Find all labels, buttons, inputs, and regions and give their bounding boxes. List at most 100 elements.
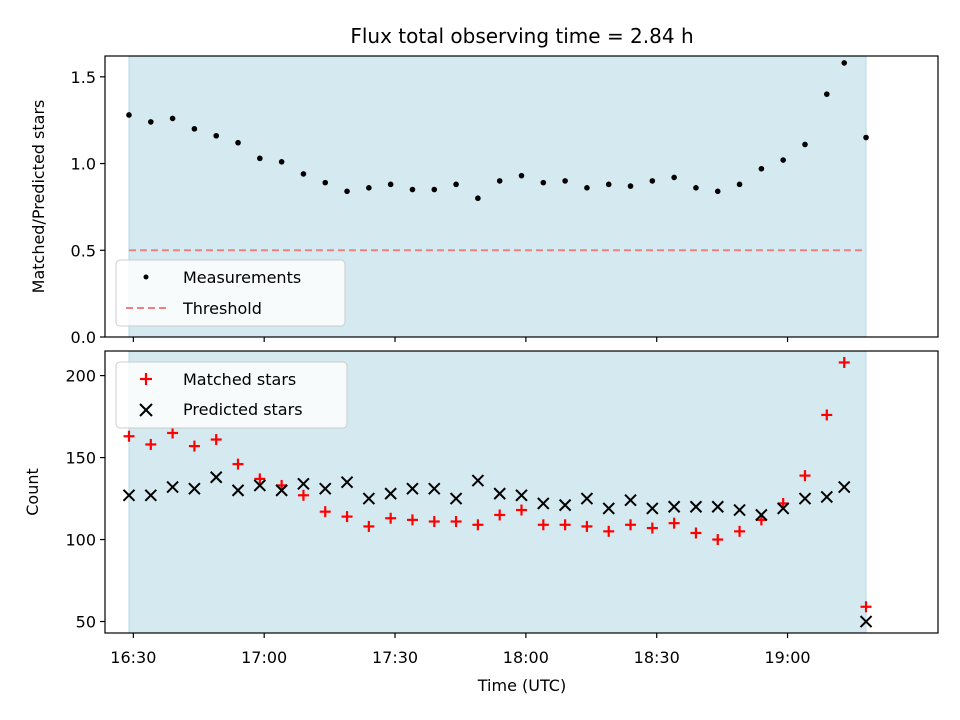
- predicted-star-point: [537, 497, 550, 510]
- predicted-star-point: [515, 489, 528, 502]
- matched-star-point: [254, 473, 266, 485]
- bottom-legend: Matched stars Predicted stars: [115, 361, 348, 429]
- predicted-star-point: [449, 492, 463, 505]
- matched-star-point: [145, 438, 157, 450]
- legend-matched-label: Matched stars: [183, 370, 296, 389]
- bottom-x-ticks: 16:30 17:00 17:30 18:00 18:30 19:00: [110, 633, 811, 667]
- matched-star-point: [472, 519, 484, 531]
- predicted-star-point: [253, 479, 267, 492]
- counts-panel: 50 100 150 200 16:30 17:00 17:30 18:00 18:30 19:…: [23, 350, 939, 695]
- predicted-star-point: [838, 480, 851, 494]
- measurement-point: [409, 186, 416, 193]
- measurement-point: [714, 188, 721, 195]
- legend-predicted-label: Predicted stars: [183, 400, 303, 419]
- measurement-point: [649, 178, 656, 184]
- matched-star-point: [646, 522, 658, 534]
- measurement-point: [475, 195, 481, 202]
- top-legend: Measurements Threshold: [115, 259, 346, 327]
- x-tick-label: 19:00: [764, 648, 810, 667]
- measurement-point: [126, 112, 132, 118]
- predicted-star-point: [471, 474, 485, 487]
- matched-star-point: [167, 427, 179, 439]
- top-y-axis-label: Matched/Predicted stars: [29, 100, 48, 294]
- measurement-point: [584, 185, 590, 191]
- x-tick-label: 16:30: [110, 648, 156, 667]
- measurement-point: [453, 181, 459, 188]
- predicted-star-point: [624, 493, 637, 507]
- ratio-panel: 0.0 0.5 1.0 1.5 Matched/Predicted stars Mea…: [29, 55, 939, 347]
- measurement-point: [235, 139, 241, 146]
- matched-star-point: [860, 601, 872, 613]
- measurement-point: [431, 186, 438, 193]
- legend-measurements-label: Measurements: [183, 268, 301, 287]
- measurement-point: [627, 183, 634, 189]
- legend-predicted-marker: [139, 403, 153, 417]
- matched-star-point: [385, 512, 397, 524]
- predicted-star-point: [384, 487, 397, 500]
- legend-matched-marker: [140, 373, 152, 385]
- measurement-point: [169, 115, 176, 122]
- y-tick-label: 0.5: [71, 241, 96, 260]
- measurement-point: [147, 119, 154, 125]
- matched-star-point: [363, 520, 375, 532]
- predicted-star-point: [667, 500, 681, 513]
- measurement-point: [518, 172, 525, 179]
- matched-star-point: [690, 527, 702, 539]
- top-y-ticks: 0.0 0.5 1.0 1.5: [71, 68, 105, 347]
- measurement-point: [300, 171, 307, 177]
- y-tick-label: 100: [65, 531, 96, 550]
- matched-star-point: [559, 519, 571, 531]
- x-axis-label: Time (UTC): [477, 676, 566, 695]
- measurement-point: [780, 157, 786, 163]
- predicted-star-point: [558, 498, 572, 512]
- matched-star-point: [516, 504, 527, 516]
- bottom-axes-frame: [104, 350, 939, 634]
- matched-star-point: [712, 534, 724, 546]
- predicted-star-point: [798, 492, 812, 505]
- matched-star-point: [838, 356, 850, 368]
- measurement-point: [605, 181, 612, 188]
- measurement-point: [257, 155, 263, 162]
- matched-star-point: [734, 525, 746, 537]
- matched-star-point: [210, 434, 222, 446]
- y-tick-label: 1.5: [71, 68, 96, 87]
- y-tick-label: 0.0: [71, 328, 96, 347]
- matched-star-point: [406, 514, 418, 526]
- measurement-points: [126, 60, 869, 202]
- matched-star-point: [625, 519, 637, 531]
- measurement-point: [387, 181, 394, 188]
- top-x-ticks: [132, 337, 789, 342]
- measurement-point: [823, 91, 830, 97]
- predicted-star-point: [275, 484, 288, 497]
- measurement-point: [322, 179, 329, 186]
- predicted-star-point: [122, 489, 136, 502]
- measurement-point: [540, 179, 547, 186]
- predicted-star-point: [689, 500, 703, 513]
- measurement-point: [671, 174, 677, 181]
- matched-star-point: [341, 511, 353, 523]
- measurement-point: [758, 165, 765, 172]
- predicted-star-point: [362, 492, 376, 505]
- predicted-star-point: [493, 487, 506, 500]
- measurement-point: [863, 134, 869, 141]
- matched-star-point: [232, 458, 244, 470]
- matched-star-point: [537, 519, 549, 531]
- predicted-star-point: [711, 500, 724, 513]
- top-axes-frame: [104, 55, 939, 338]
- y-tick-label: 1.0: [71, 155, 96, 174]
- predicted-star-point: [733, 503, 746, 517]
- matched-star-point: [494, 509, 506, 521]
- measurement-point: [562, 178, 568, 184]
- matched-star-point: [319, 506, 331, 518]
- measurement-point: [213, 132, 220, 139]
- measurement-point: [278, 159, 285, 165]
- y-tick-label: 50: [76, 613, 96, 632]
- matched-star-point: [821, 409, 833, 421]
- measurement-point: [496, 178, 503, 184]
- y-tick-label: 200: [65, 367, 96, 386]
- predicted-star-point: [602, 502, 615, 515]
- matched-star-point: [297, 489, 309, 501]
- bottom-y-axis-label: Count: [23, 468, 42, 516]
- matched-star-point: [799, 470, 811, 482]
